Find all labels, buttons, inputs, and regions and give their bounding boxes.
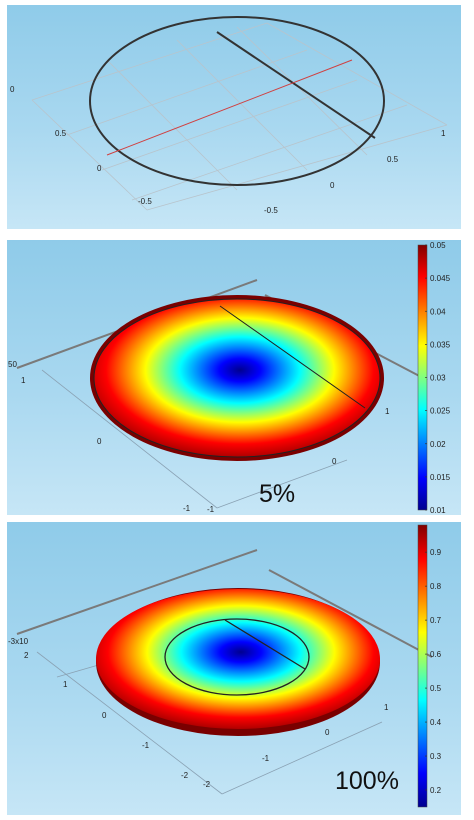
domain-boundary-circle [89,16,385,186]
surface-plot-5: 50 1 0 -1 1 0 -1 0.05 0.045 0.04 0.035 0.03 0… [7,240,461,515]
colorbar-ticks: 0.05 0.045 0.04 0.035 0.03 0.025 0.02 0.015 0.01 [425,241,451,515]
tick-x-zero: 0 [325,728,330,737]
tick-x-one: 1 [441,129,446,138]
tick-x-pos: 1 [385,407,390,416]
colorbar-tick-label: 0.4 [430,718,442,727]
tick-x-neg: -1 [262,754,270,763]
inner-boundary-circle [164,618,310,696]
percentage-label: 100% [335,767,399,795]
tick-x-pos: 0.5 [387,155,399,164]
colorbar-tick-label: 0.6 [430,650,442,659]
concentration-surface [94,299,380,457]
cut-line [224,619,306,670]
colorbar-tick-label: 0.015 [430,473,451,482]
tick-y-one: 1 [63,680,68,689]
axis-frame [16,549,433,658]
colorbar-tick-label: 0.02 [430,440,446,449]
colorbar-tick-label: 0.01 [430,506,446,515]
tick-y-zero: 0 [97,164,102,173]
surface-plot-100-svg: -3x10 2 1 0 -1 -2 1 0 -1 -2 0.9 0.8 0.7 0.6… [8,524,442,808]
colorbar-tick-label: 0.7 [430,616,442,625]
surface-plot-100: -3x10 2 1 0 -1 -2 1 0 -1 -2 0.9 0.8 0.7 0.6… [7,522,461,815]
surface-plot-5-svg: 50 1 0 -1 1 0 -1 0.050.0450.040.0350.030… [8,241,451,515]
ground-grid [31,22,448,211]
tick-y-zero: 0 [97,437,102,446]
colorbar-tick-label: 0.035 [430,340,451,349]
cut-line [219,305,366,409]
tick-y-neg: -1 [183,504,191,513]
colorbar-tick-label: 0.045 [430,274,451,283]
tick-x-zero: 0 [330,181,335,190]
geometry-view: 0 0.5 0 -0.5 1 0.5 0 -0.5 [7,5,461,229]
tick-y-zero: 0 [102,711,107,720]
tick-y-neg2: -2 [181,771,189,780]
colorbar-tick-label: 0.9 [430,548,442,557]
tick-x-neg: -1 [207,505,215,514]
tick-z: -3x10 [8,637,29,646]
ground-grid [41,369,348,509]
colorbar-ticks: 0.9 0.8 0.7 0.6 0.5 0.4 0.3 0.2 [425,548,442,795]
tick-x-neg: -0.5 [264,206,278,215]
colorbar-tick-label: 0.2 [430,786,442,795]
colorbar-tick-label: 0.3 [430,752,442,761]
colorbar-tick-label: 0.025 [430,407,451,416]
tick-y-pos: 0.5 [55,129,67,138]
concentration-surface [96,589,380,729]
tick-y-neg: -1 [142,741,150,750]
tick-z: 50 [8,360,17,369]
colorbar-tick-label: 0.03 [430,374,446,383]
tick-y-neg: -0.5 [138,197,152,206]
tick-x-pos: 1 [384,703,389,712]
geometry-plot: 0 0.5 0 -0.5 1 0.5 0 -0.5 [10,16,448,215]
colorbar [417,524,428,808]
domain-boundary-circle [93,298,381,458]
colorbar-tick-label: 0.05 [430,241,446,250]
tick-z: 0 [10,85,15,94]
tick-y-pos: 2 [24,651,29,660]
tick-z-exponent: -3 [8,637,16,646]
cut-line [216,31,376,139]
tick-x-zero: 0 [332,457,337,466]
colorbar-tick-label: 0.8 [430,582,442,591]
colorbar-tick-label: 0.5 [430,684,442,693]
percentage-label: 5% [259,480,296,508]
red-axis-line [106,59,353,156]
tick-y-pos: 1 [21,376,26,385]
tick-x-neg2: -2 [203,780,211,789]
tick-z-multiplier: x10 [15,637,28,646]
colorbar-tick-label: 0.04 [430,307,446,316]
